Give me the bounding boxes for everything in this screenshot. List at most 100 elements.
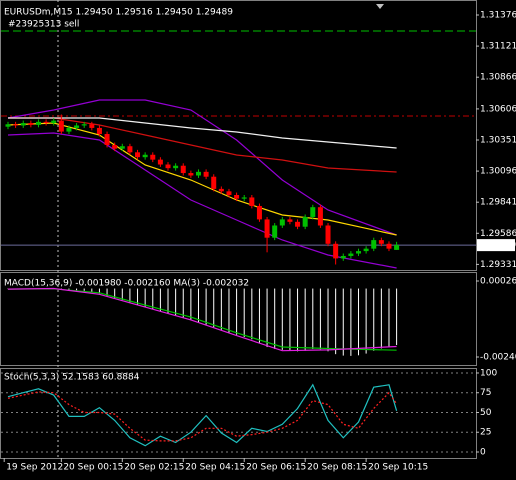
candle-body	[127, 146, 133, 153]
histogram-bar	[312, 288, 314, 350]
candle-body	[272, 225, 278, 238]
histogram-bar	[167, 288, 169, 314]
histogram-bar	[190, 288, 192, 321]
x-tick-label: 19 Sep 2012	[6, 463, 63, 473]
histogram-bar	[68, 288, 70, 290]
candle-body	[211, 176, 217, 189]
histogram-bar	[91, 288, 93, 292]
shift-icon	[376, 4, 384, 9]
candle-body	[135, 152, 141, 158]
x-tick-label: 20 Sep 06:15	[246, 463, 306, 473]
candle-body	[234, 195, 240, 199]
macd-frame	[0, 272, 477, 366]
candle-body	[295, 221, 301, 227]
histogram-bar	[380, 288, 382, 349]
histogram-bar	[335, 288, 337, 355]
candle-body	[142, 154, 148, 158]
candle-body	[378, 240, 384, 244]
candle-body	[249, 197, 255, 206]
indicator-line	[8, 117, 397, 149]
candle-body	[287, 219, 293, 222]
x-tick-label: 20 Sep 08:15	[307, 463, 367, 473]
y-tick-label: 1.31376	[480, 11, 516, 21]
histogram-bar	[297, 288, 299, 352]
candle-body	[150, 154, 156, 160]
candle-body	[340, 255, 346, 259]
candle-body	[35, 121, 41, 125]
histogram-bar	[251, 288, 253, 340]
price-tag-label: 1.29489	[479, 241, 516, 251]
stoch-title: Stoch(5,3,3) 52.1583 60.8884	[4, 373, 140, 383]
histogram-bar	[182, 288, 184, 318]
stoch-frame	[0, 368, 477, 459]
frame	[0, 0, 477, 459]
histogram-bar	[266, 288, 268, 348]
histogram-bar	[342, 288, 344, 356]
panel	[7, 287, 398, 356]
y-tick-label: 0.000264	[480, 277, 516, 287]
histogram-bar	[258, 288, 260, 343]
candle-body	[96, 127, 102, 135]
candle-body	[104, 134, 110, 145]
histogram-bar	[83, 288, 85, 291]
candle-body	[386, 243, 392, 249]
histogram-bar	[60, 288, 62, 290]
level-label: #23925313 sell	[8, 19, 79, 29]
x-tick-label: 20 Sep 02:15	[124, 463, 184, 473]
candle-body	[302, 216, 308, 227]
candle-body	[195, 171, 201, 176]
candle-body	[51, 120, 57, 124]
histogram-bar	[243, 288, 245, 338]
candle-body	[333, 243, 339, 259]
y-tick-label: 1.30096	[480, 167, 516, 177]
indicator-line	[7, 287, 397, 352]
y-tick-label: 75	[480, 388, 491, 398]
y-tick-label: 1.29841	[480, 198, 516, 208]
candle-body	[317, 207, 323, 226]
histogram-bar	[106, 288, 108, 296]
candle-body	[279, 219, 285, 226]
y-tick-label: 0	[480, 447, 486, 457]
candle-body	[89, 124, 95, 128]
indicator-line	[8, 117, 397, 173]
histogram-bar	[152, 288, 154, 309]
candle-body	[356, 251, 362, 254]
histogram-bar	[358, 288, 360, 356]
histogram-bar	[205, 288, 207, 325]
candle-body	[325, 225, 331, 244]
candle-body	[310, 207, 316, 217]
candle-body	[43, 121, 49, 124]
histogram-bar	[175, 288, 177, 316]
chart-title: EURUSDm,M15 1.29450 1.29516 1.29450 1.29…	[4, 8, 233, 18]
candle-body	[256, 205, 262, 220]
x-tick-label: 20 Sep 00:15	[63, 463, 123, 473]
candle-body	[203, 171, 209, 177]
histogram-bar	[350, 288, 352, 356]
candle-body	[218, 188, 224, 192]
candle-body	[13, 124, 19, 126]
histogram-bar	[144, 288, 146, 307]
candle-body	[241, 197, 247, 199]
histogram-bar	[228, 288, 230, 333]
candle-body	[5, 124, 11, 127]
y-tick-label: 1.30351	[480, 136, 516, 146]
candle-body	[20, 123, 26, 126]
indicator-line	[7, 99, 397, 236]
y-tick-label: 1.30866	[480, 73, 516, 83]
histogram-bar	[274, 288, 276, 350]
candle-body	[28, 123, 34, 125]
y-tick-label: 100	[480, 368, 497, 378]
candle-body	[173, 165, 179, 169]
candle-body	[188, 173, 194, 176]
candle-body	[264, 219, 270, 238]
candle-body	[81, 124, 87, 126]
histogram-bar	[281, 288, 283, 350]
y-tick-label: 1.29586	[480, 229, 516, 239]
indicator-line	[7, 383, 398, 447]
histogram-bar	[388, 288, 390, 347]
candle-body	[226, 191, 232, 195]
candle-body	[371, 240, 377, 249]
candle-body	[74, 125, 80, 128]
candle-body	[58, 120, 64, 132]
